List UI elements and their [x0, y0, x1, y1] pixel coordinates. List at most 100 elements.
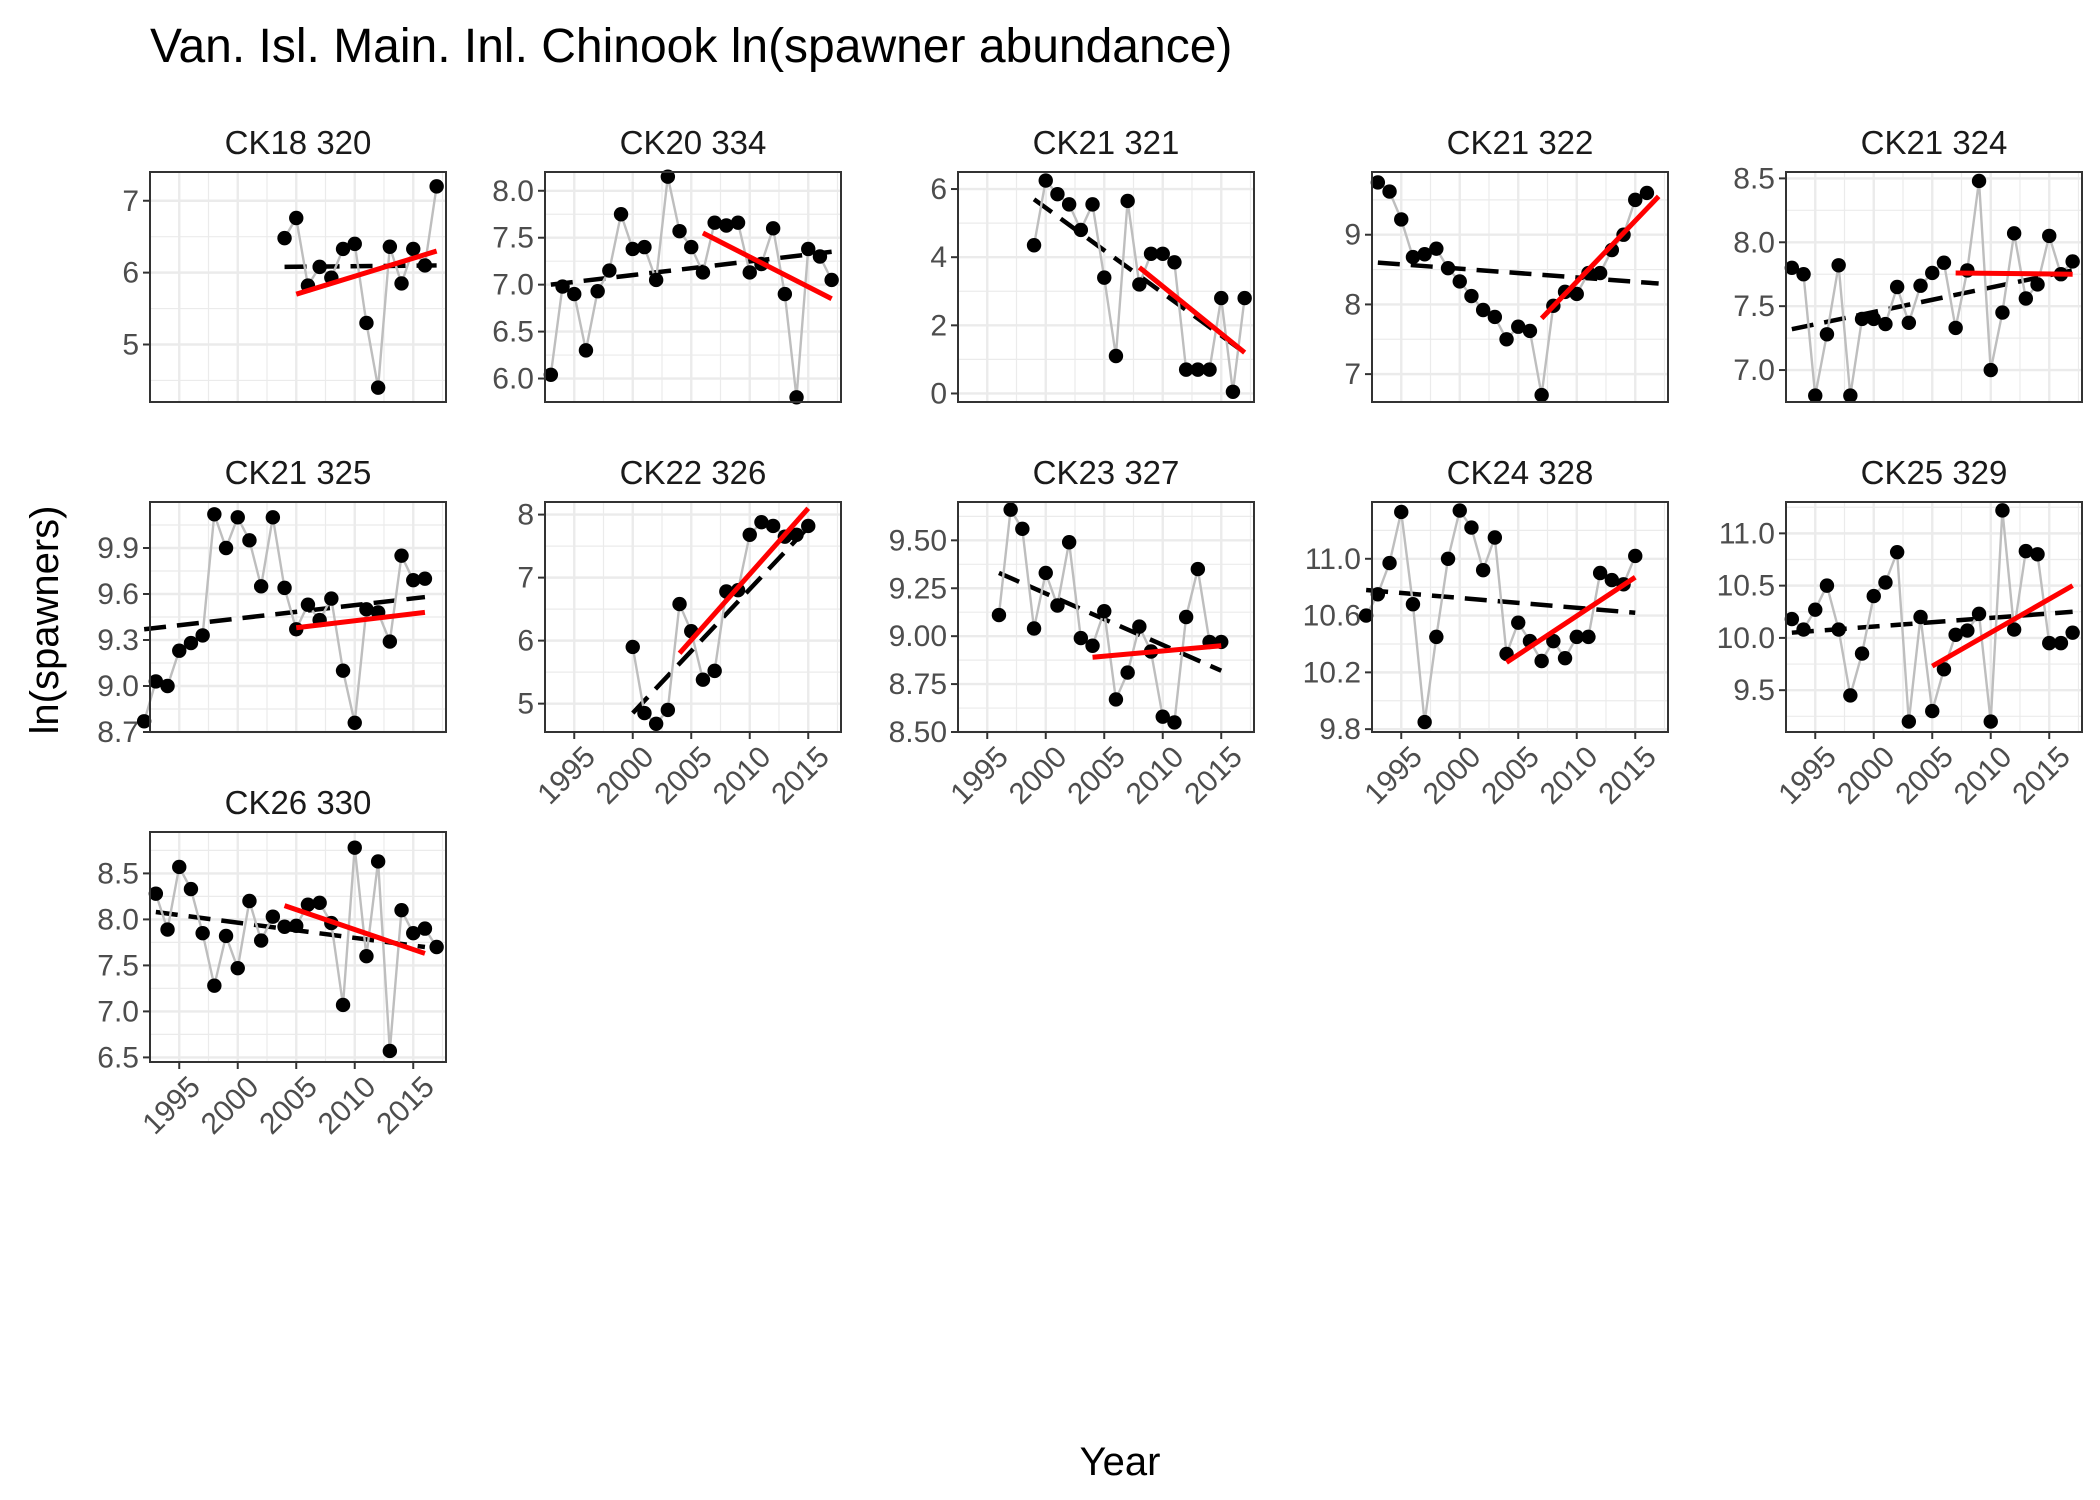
data-point — [1370, 175, 1386, 190]
data-point — [1971, 173, 1987, 189]
trend-line-full — [998, 570, 1223, 673]
data-point — [1190, 561, 1206, 577]
x-tick-label: 2005 — [648, 740, 719, 811]
data-point — [719, 218, 734, 233]
data-point — [1557, 650, 1573, 666]
trend-line-full — [631, 525, 810, 715]
data-point — [1819, 327, 1835, 342]
data-point — [183, 635, 199, 651]
x-tick-label: 2010 — [707, 740, 778, 811]
data-point — [1796, 267, 1811, 282]
data-point — [1796, 622, 1811, 637]
data-point — [1819, 578, 1835, 593]
panel-border — [1785, 501, 2083, 733]
panel-border — [149, 831, 447, 1063]
y-tick-label: 5 — [517, 688, 534, 721]
data-point — [1511, 615, 1526, 630]
data-point — [789, 390, 804, 405]
y-tick-label: 0 — [930, 377, 947, 410]
data-point — [2006, 226, 2022, 241]
data-point — [160, 922, 175, 937]
facet-label: CK21 324 — [1861, 124, 2008, 161]
y-tick-label: 6 — [122, 257, 139, 290]
x-tick-label: 2010 — [1948, 740, 2019, 811]
data-point — [406, 241, 421, 257]
data-point — [406, 926, 421, 941]
data-point — [2030, 277, 2045, 292]
x-tick-label: 2000 — [590, 740, 661, 811]
data-point — [172, 859, 187, 875]
y-tick-label: 8.5 — [97, 857, 139, 890]
panel-background — [1786, 502, 2082, 732]
data-point — [1394, 212, 1409, 227]
data-point — [1878, 316, 1893, 332]
data-point — [382, 1043, 398, 1059]
data-point — [660, 702, 676, 718]
y-tick-label: 6.5 — [492, 316, 534, 349]
data-point — [207, 507, 222, 522]
data-point — [394, 276, 409, 291]
data-point — [1546, 633, 1561, 649]
data-point — [1073, 630, 1089, 646]
data-point — [1178, 609, 1194, 625]
y-tick-label: 10.6 — [1303, 600, 1361, 633]
data-point — [195, 628, 210, 643]
panel-background — [150, 832, 446, 1062]
data-point — [555, 279, 570, 294]
data-point — [265, 510, 281, 525]
data-point — [277, 580, 292, 596]
facet-label: CK18 320 — [225, 124, 372, 161]
data-point — [335, 241, 351, 257]
x-tick-label: 2015 — [2006, 740, 2077, 811]
data-point — [1592, 565, 1608, 581]
y-tick-label: 11.0 — [1719, 517, 1775, 550]
data-point — [148, 886, 164, 901]
data-point — [695, 672, 711, 687]
data-point — [1167, 715, 1182, 730]
y-tick-label: 10.0 — [1717, 622, 1775, 655]
x-tick-label: 1995 — [1772, 740, 1843, 811]
chart-title: Van. Isl. Main. Inl. Chinook ln(spawner … — [150, 20, 1232, 73]
data-point — [277, 919, 292, 934]
facet-label: CK21 325 — [225, 454, 372, 491]
data-point — [637, 239, 652, 255]
facet-panel: CK18 320 5 6 7 — [122, 124, 447, 403]
trend-line-recent — [1092, 643, 1222, 660]
data-point — [602, 263, 617, 278]
y-tick-label: 8 — [1344, 288, 1361, 321]
data-point — [2053, 635, 2069, 651]
trend-line-full — [1377, 260, 1659, 286]
y-tick-label: 7 — [122, 185, 139, 218]
data-point — [578, 343, 594, 358]
data-point — [1522, 323, 1538, 339]
data-point — [1143, 246, 1159, 261]
data-point — [1487, 530, 1503, 545]
panel-border — [1371, 501, 1669, 733]
data-point — [801, 241, 816, 257]
facet-panel: CK20 334 6.0 6.5 7.0 7.5 8.0 — [492, 124, 842, 405]
y-tick-label: 9.25 — [889, 572, 947, 605]
y-tick-label: 9.6 — [97, 578, 139, 611]
data-point — [1592, 265, 1608, 281]
x-tick-label: 2005 — [253, 1070, 324, 1141]
data-point — [742, 265, 757, 280]
y-tick-label: 11.0 — [1305, 543, 1361, 576]
data-point — [1569, 286, 1584, 302]
x-tick-label: 2000 — [1417, 740, 1488, 811]
data-point — [1639, 185, 1655, 201]
data-point — [637, 705, 652, 721]
data-point — [1499, 332, 1514, 347]
data-point — [2030, 547, 2045, 562]
panel-border — [149, 501, 447, 733]
y-tick-label: 7.5 — [97, 949, 139, 982]
data-point — [1901, 315, 1917, 330]
data-point — [1569, 629, 1584, 645]
data-point — [253, 933, 269, 948]
y-tick-label: 9.8 — [1319, 713, 1361, 746]
panel-border — [149, 171, 447, 403]
data-point — [1831, 258, 1846, 273]
data-point — [1808, 388, 1823, 403]
data-point — [1475, 562, 1491, 578]
